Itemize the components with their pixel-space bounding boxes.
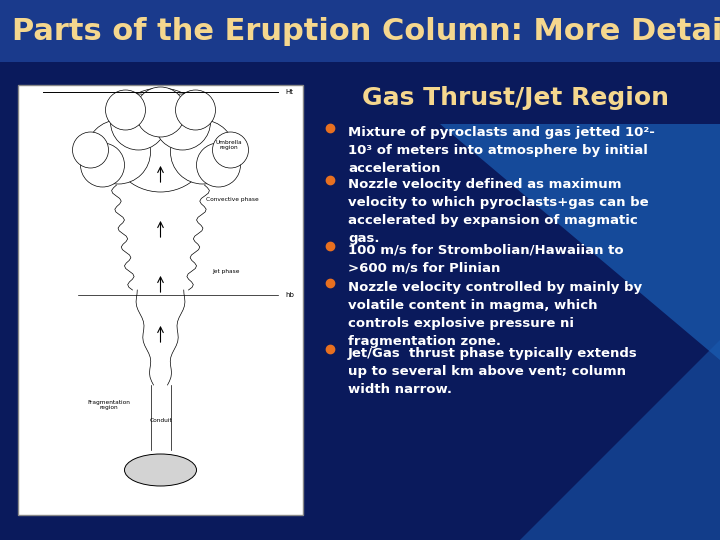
Circle shape [197,143,240,187]
FancyBboxPatch shape [0,0,720,62]
Text: Umbrella
region: Umbrella region [215,140,242,151]
Ellipse shape [125,454,197,486]
Text: 100 m/s for Strombolian/Hawaiian to
>600 m/s for Plinian: 100 m/s for Strombolian/Hawaiian to >600… [348,244,624,275]
Text: Ht: Ht [285,89,293,95]
Polygon shape [520,340,720,540]
Text: Convective phase: Convective phase [206,198,259,202]
Text: Parts of the Eruption Column: More Detail: Parts of the Eruption Column: More Detai… [12,17,720,45]
FancyBboxPatch shape [0,62,720,540]
Polygon shape [440,124,720,360]
Text: Jet/Gas  thrust phase typically extends
up to several km above vent; column
widt: Jet/Gas thrust phase typically extends u… [348,347,638,396]
Circle shape [110,94,166,150]
Circle shape [106,90,145,130]
FancyBboxPatch shape [18,85,303,515]
Text: Mixture of pyroclasts and gas jetted 10²-
10³ of meters into atmosphere by initi: Mixture of pyroclasts and gas jetted 10²… [348,126,655,175]
Circle shape [81,143,125,187]
Circle shape [212,132,248,168]
Text: hb: hb [285,292,294,298]
Text: Gas Thrust/Jet Region: Gas Thrust/Jet Region [361,86,668,110]
Text: Nozzle velocity controlled by mainly by
volatile content in magma, which
control: Nozzle velocity controlled by mainly by … [348,281,642,348]
Text: Jet phase: Jet phase [212,269,239,274]
Circle shape [109,88,212,192]
Circle shape [155,94,210,150]
Text: Nozzle velocity defined as maximum
velocity to which pyroclasts+gas can be
accel: Nozzle velocity defined as maximum veloc… [348,178,649,245]
Circle shape [73,132,109,168]
Text: Conduit: Conduit [149,417,172,422]
Text: Fragmentation
region: Fragmentation region [87,400,130,410]
Circle shape [176,90,215,130]
Circle shape [86,120,150,184]
Circle shape [171,120,235,184]
Circle shape [135,87,186,137]
